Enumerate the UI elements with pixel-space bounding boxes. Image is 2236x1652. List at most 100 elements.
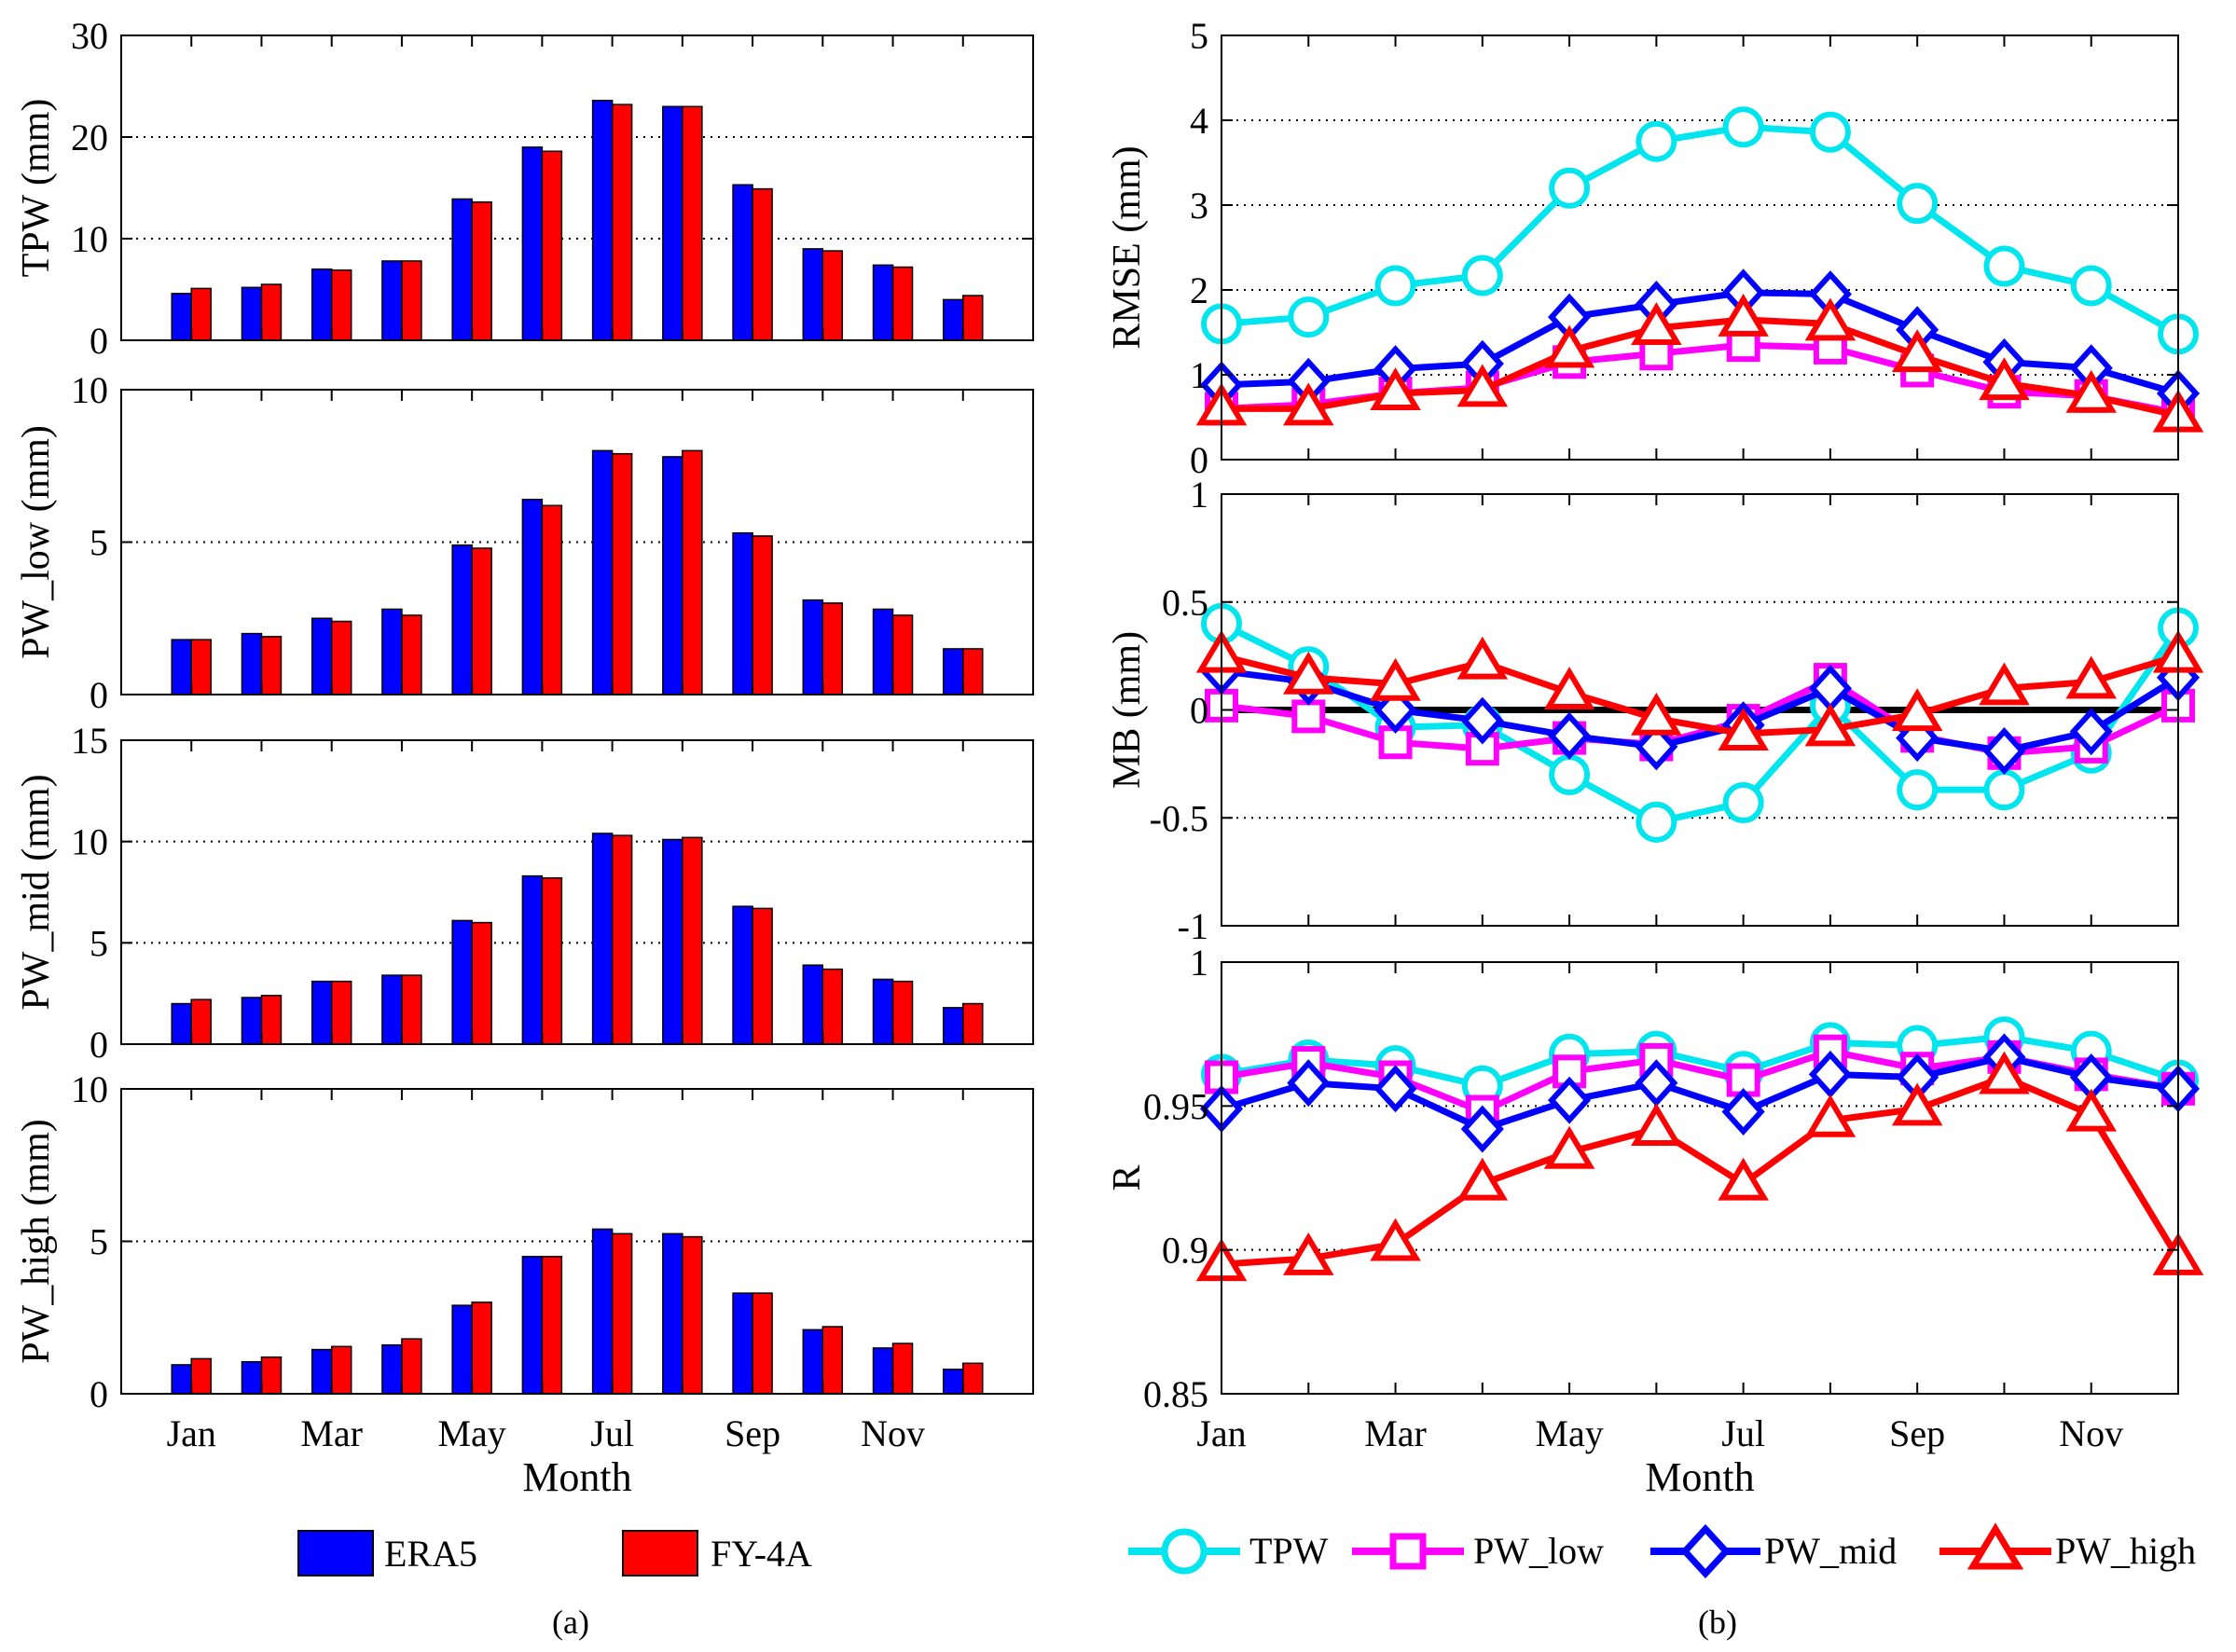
series-line-pw-high — [1222, 316, 2179, 420]
bar-fy4a-mar — [330, 1345, 352, 1395]
legend-a: ERA5 FY-4A — [297, 1530, 812, 1576]
xtick-label-jan: Jan — [167, 1412, 216, 1454]
ytick-label: 0 — [1190, 690, 1208, 732]
point-pw-high-6 — [1631, 692, 1682, 736]
point-tpw-10 — [1983, 769, 2025, 811]
bar-era5-may — [451, 544, 473, 695]
bar-fy4a-oct — [821, 968, 844, 1045]
bar-era5-oct — [802, 964, 824, 1045]
bar-fy4a-aug — [682, 1235, 703, 1395]
bar-era5-sep — [732, 184, 753, 341]
bar-fy4a-oct — [821, 250, 844, 341]
bar-era5-may — [451, 1304, 473, 1395]
bar-fy4a-dec — [962, 295, 984, 341]
bar-era5-apr — [381, 260, 403, 341]
bar-era5-jun — [521, 498, 544, 695]
caption-a: (a) — [552, 1604, 589, 1641]
bar-era5-mar — [311, 268, 333, 341]
ytick-label: 10 — [71, 218, 108, 260]
point-pw-high-7 — [1718, 708, 1769, 750]
point-pw-low-2 — [1291, 699, 1326, 734]
bar-era5-jul — [591, 449, 614, 695]
point-pw-high-3 — [1370, 367, 1421, 411]
bar-fy4a-nov — [891, 266, 914, 341]
xtick-label-jan: Jan — [1196, 1412, 1246, 1454]
point-tpw-6 — [1636, 801, 1677, 843]
point-pw-high-7 — [1718, 1157, 1769, 1201]
bar-era5-mar — [311, 980, 333, 1045]
bar-era5-dec — [943, 1369, 964, 1395]
ytick-label: 5 — [90, 922, 108, 964]
point-pw-high-10 — [1979, 1051, 2030, 1094]
y-axis-label: MB (mm) — [1106, 631, 1149, 789]
bar-era5-sep — [732, 905, 753, 1045]
bar-era5-apr — [381, 608, 403, 695]
bar-fy4a-feb — [260, 283, 283, 341]
bar-fy4a-jan — [190, 998, 212, 1045]
bar-fy4a-apr — [401, 614, 422, 695]
ytick-label: 5 — [1190, 15, 1208, 57]
point-pw-high-2 — [1282, 1232, 1334, 1275]
series-line-tpw — [1221, 123, 2180, 337]
bar-era5-jun — [521, 1256, 544, 1395]
bar-fy4a-jul — [611, 103, 633, 341]
ytick-label: 0.5 — [1162, 582, 1208, 624]
bar-era5-jul — [591, 1228, 614, 1395]
axes-frame — [120, 34, 1034, 341]
point-tpw-9 — [1897, 183, 1939, 225]
bar-fy4a-feb — [260, 1356, 283, 1395]
ytick-label: 0.9 — [1162, 1230, 1208, 1272]
bar-fy4a-sep — [752, 535, 773, 695]
legend-marker-tpw — [1161, 1528, 1208, 1575]
legend-b: TPW PW_low PW_mid PW_high — [1128, 1522, 2196, 1579]
legend-marker-pw-mid — [1680, 1523, 1731, 1579]
ytick-label: 20 — [71, 117, 108, 158]
legend-marker-pw-low — [1389, 1533, 1427, 1570]
bar-fy4a-jun — [541, 877, 563, 1045]
series-line-pw-high — [1221, 653, 2179, 737]
point-tpw-7 — [1722, 106, 1764, 148]
chart-pwmid_bar: 0 5 10 15 PW_mid (mm) — [15, 720, 1034, 1066]
chart-tpw_bar: 0 10 20 30 TPW (mm) — [15, 15, 1034, 362]
point-pw-high-9 — [1891, 688, 1943, 732]
legend-label-pw-high: PW_high — [2055, 1530, 2196, 1572]
point-pw-high-5 — [1543, 667, 1595, 709]
bar-era5-nov — [872, 978, 894, 1045]
point-pw-high-8 — [1804, 1094, 1856, 1137]
bar-fy4a-dec — [962, 1002, 984, 1045]
y-axis-label: PW_mid (mm) — [15, 774, 58, 1010]
bar-fy4a-oct — [821, 1326, 844, 1395]
bar-fy4a-feb — [260, 636, 283, 695]
bar-fy4a-apr — [401, 974, 422, 1045]
series-line-pw-mid — [1221, 289, 2179, 397]
bar-fy4a-nov — [891, 980, 914, 1045]
bar-fy4a-jan — [190, 287, 212, 341]
ytick-label: 3 — [1190, 185, 1208, 227]
bar-fy4a-jul — [611, 452, 633, 695]
bar-era5-feb — [241, 632, 263, 695]
bar-era5-apr — [381, 974, 403, 1045]
y-axis-label: PW_high (mm) — [15, 1119, 58, 1363]
bar-fy4a-jul — [611, 1232, 633, 1395]
bar-fy4a-jun — [541, 504, 563, 695]
bar-fy4a-aug — [682, 105, 703, 341]
axes-frame — [120, 739, 1034, 1045]
point-pw-mid-8 — [1808, 1050, 1852, 1098]
chart-pwhigh_bar: 0 5 10 Jan Mar May Jul Sep Nov Month PW_high (mm) — [15, 1068, 1034, 1500]
point-pw-mid-10 — [1982, 727, 2026, 775]
bar-fy4a-mar — [330, 980, 352, 1045]
bar-fy4a-may — [471, 547, 492, 695]
point-pw-mid-11 — [2069, 708, 2113, 756]
bar-fy4a-mar — [330, 620, 352, 695]
bar-fy4a-mar — [330, 269, 352, 341]
point-tpw-9 — [1897, 769, 1939, 811]
bar-era5-may — [451, 919, 473, 1045]
xtick-label-sep: Sep — [1889, 1412, 1945, 1454]
bar-fy4a-jan — [190, 639, 212, 695]
point-pw-high-8 — [1804, 703, 1856, 747]
ytick-label: 10 — [71, 1068, 108, 1110]
point-pw-mid-4 — [1460, 696, 1504, 745]
ytick-label: -0.5 — [1150, 797, 1208, 839]
point-tpw-5 — [1549, 167, 1591, 209]
bar-fy4a-oct — [821, 602, 844, 695]
